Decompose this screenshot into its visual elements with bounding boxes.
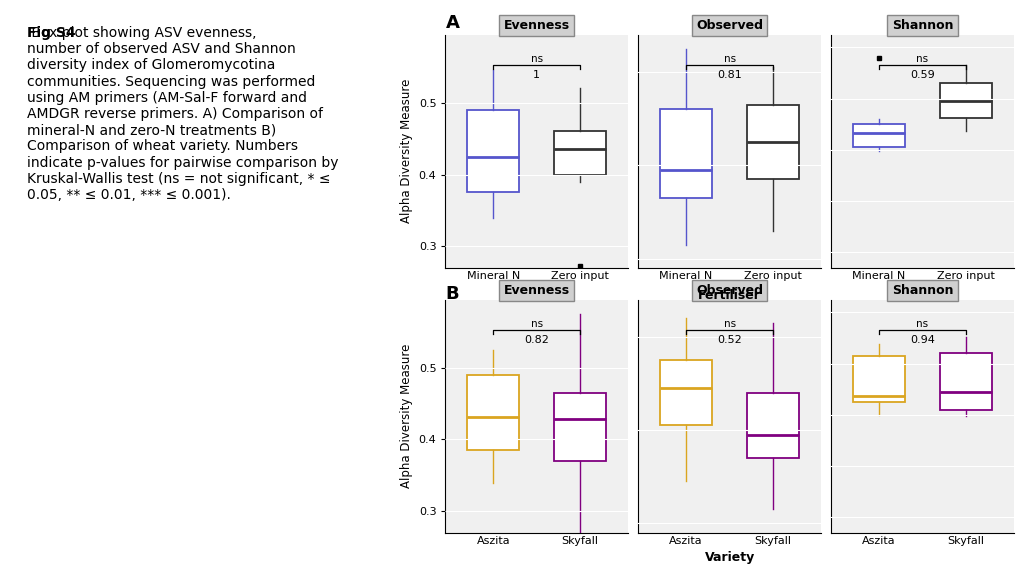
- Bar: [853, 356, 905, 402]
- Text: ns: ns: [916, 54, 929, 64]
- Text: ns: ns: [724, 54, 735, 64]
- Text: 0.52: 0.52: [717, 335, 742, 344]
- Bar: [467, 110, 519, 192]
- Text: 0.81: 0.81: [717, 70, 742, 79]
- Title: Evenness: Evenness: [504, 19, 569, 32]
- Bar: [940, 84, 992, 118]
- Title: Observed: Observed: [696, 284, 763, 297]
- Bar: [467, 375, 519, 450]
- Text: A: A: [445, 14, 460, 32]
- Text: 1: 1: [534, 70, 541, 79]
- Bar: [660, 360, 713, 426]
- Title: Observed: Observed: [696, 19, 763, 32]
- Bar: [554, 393, 606, 461]
- Text: ns: ns: [530, 319, 543, 329]
- Y-axis label: Alpha Diversity Measure: Alpha Diversity Measure: [400, 344, 413, 488]
- Title: Evenness: Evenness: [504, 284, 569, 297]
- Bar: [940, 353, 992, 410]
- Text: ns: ns: [724, 319, 735, 329]
- Text: ns: ns: [916, 319, 929, 329]
- Text: 0.94: 0.94: [910, 335, 935, 344]
- Bar: [660, 109, 713, 198]
- Text: Fertiliser: Fertiliser: [698, 289, 761, 302]
- Text: 0.59: 0.59: [910, 70, 935, 79]
- Bar: [746, 393, 799, 458]
- Text: Fig S4: Fig S4: [27, 26, 75, 40]
- Title: Shannon: Shannon: [892, 284, 953, 297]
- Text: B: B: [445, 285, 459, 303]
- Y-axis label: Alpha Diversity Measure: Alpha Diversity Measure: [400, 79, 413, 223]
- Bar: [853, 124, 905, 147]
- Text: 0.82: 0.82: [524, 335, 549, 344]
- X-axis label: Variety: Variety: [705, 551, 755, 564]
- Bar: [554, 131, 606, 175]
- Title: Shannon: Shannon: [892, 19, 953, 32]
- Bar: [746, 104, 799, 179]
- Text: ns: ns: [530, 54, 543, 64]
- Text: Box plot showing ASV evenness,
number of observed ASV and Shannon
diversity inde: Box plot showing ASV evenness, number of…: [27, 26, 338, 202]
